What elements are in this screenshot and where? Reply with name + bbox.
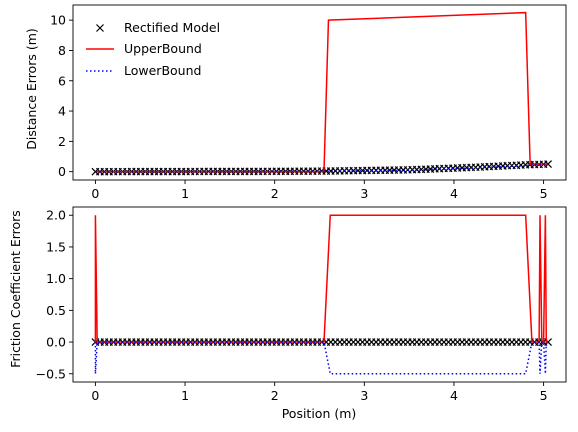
x-tick-label: 0 — [91, 388, 99, 403]
y-tick-label: 1.0 — [46, 271, 66, 286]
plot-area — [91, 214, 552, 375]
friction-xlabel: Position (m) — [282, 406, 357, 421]
x-tick-label: 1 — [181, 388, 189, 403]
legend-handle-rectified — [96, 24, 104, 32]
y-tick-label: 1.5 — [46, 239, 66, 254]
axes-frame — [72, 4, 567, 181]
x-tick-label: 0 — [91, 186, 99, 201]
y-tick-label: 0.0 — [46, 335, 66, 350]
y-tick-label: 8 — [58, 43, 66, 58]
series-lowerbound-line — [94, 341, 549, 375]
series-upperbound-line — [95, 11, 549, 173]
x-tick-label: 5 — [540, 388, 548, 403]
y-tick-label: 0.5 — [46, 303, 66, 318]
legend-label-lower: LowerBound — [124, 63, 201, 78]
x-tick-label: 3 — [360, 186, 368, 201]
friction-errors-panel: Friction Coefficient Errors Position (m)… — [8, 206, 567, 421]
y-tick-label: 6 — [58, 73, 66, 88]
x-tick-label: 1 — [181, 186, 189, 201]
series-lowerbound-line — [95, 163, 549, 173]
legend-label-upper: UpperBound — [124, 41, 202, 56]
plot-area — [91, 11, 552, 176]
y-tick-label: 2.0 — [46, 208, 66, 223]
y-tick-label: 0 — [58, 164, 66, 179]
rectified-point — [544, 160, 552, 169]
distance-errors-panel: Distance Errors (m) 0 1 2 3 4 5 0 2 4 6 8 10 — [24, 4, 567, 201]
distance-ylabel: Distance Errors (m) — [24, 28, 39, 150]
series-upperbound-line — [94, 214, 549, 343]
x-tick-label: 2 — [271, 186, 279, 201]
y-tick-label: 10 — [50, 13, 66, 28]
y-tick-label: 4 — [58, 104, 66, 119]
x-tick-label: 5 — [540, 186, 548, 201]
x-tick-label: 2 — [271, 388, 279, 403]
x-tick-label: 4 — [450, 186, 458, 201]
legend-label-rectified: Rectified Model — [124, 20, 220, 35]
y-tick-label: 2 — [58, 134, 66, 149]
friction-ylabel: Friction Coefficient Errors — [8, 210, 23, 368]
y-tick-label: −0.5 — [36, 366, 66, 381]
x-tick-label: 4 — [450, 388, 458, 403]
axes-frame — [72, 206, 567, 383]
series-rectified-markers — [91, 160, 552, 176]
x-tick-label: 3 — [360, 388, 368, 403]
legend: Rectified Model UpperBound LowerBound — [86, 20, 220, 78]
